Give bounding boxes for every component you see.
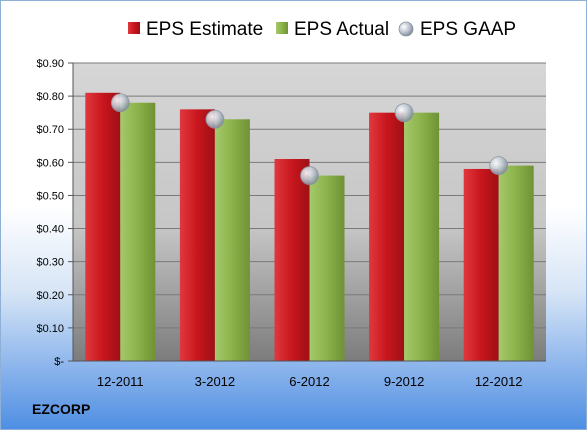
legend-swatch xyxy=(276,22,288,34)
legend-label: EPS GAAP xyxy=(420,19,516,40)
y-tick-label: $0.70 xyxy=(36,124,64,136)
estimate-bar xyxy=(179,109,215,361)
y-tick-label: $0.10 xyxy=(36,323,64,335)
gaap-marker xyxy=(205,109,225,129)
estimate-bar xyxy=(463,168,499,361)
actual-bar xyxy=(498,165,534,361)
y-tick-label: $0.30 xyxy=(36,257,64,269)
y-tick-label: $- xyxy=(54,356,64,368)
x-tick-label: 3-2012 xyxy=(195,374,235,389)
y-tick-label: $0.80 xyxy=(36,91,64,103)
actual-bar xyxy=(404,112,440,362)
y-tick-label: $0.60 xyxy=(36,157,64,169)
actual-bar xyxy=(120,102,156,361)
y-axis-ticks: $- $0.10 $0.20 $0.30 $0.40 $0.50 $0.60 $0.70 $0.… xyxy=(36,58,546,368)
y-tick-label: $0.20 xyxy=(36,290,64,302)
legend-item: EPS Actual xyxy=(276,19,389,40)
legend-label: EPS Actual xyxy=(294,19,389,40)
x-tick-label: 12-2011 xyxy=(97,374,144,389)
actual-bar xyxy=(214,119,250,362)
actual-bar xyxy=(309,175,345,361)
estimate-bar xyxy=(85,92,121,362)
legend: EPS Estimate EPS Actual EPS GAAP xyxy=(128,19,516,40)
legend-swatch xyxy=(128,22,140,34)
company-label: EZCORP xyxy=(32,401,91,417)
estimate-bar xyxy=(274,159,310,361)
legend-swatch xyxy=(398,21,414,37)
x-tick-label: 12-2012 xyxy=(475,374,523,389)
x-axis-ticks: 12-2011 3-2012 6-2012 9-2012 12-2012 xyxy=(97,374,523,389)
gaap-marker xyxy=(300,166,319,185)
bars xyxy=(85,92,534,362)
y-tick-label: $0.90 xyxy=(36,58,64,70)
y-tick-label: $0.50 xyxy=(36,190,64,202)
gaap-markers xyxy=(110,93,509,185)
gaap-marker xyxy=(489,156,509,176)
gaap-marker xyxy=(394,103,414,123)
x-tick-label: 6-2012 xyxy=(289,374,329,389)
gaap-marker xyxy=(110,93,130,113)
legend-label: EPS Estimate xyxy=(146,19,263,40)
y-tick-label: $0.40 xyxy=(36,224,64,236)
legend-item: EPS GAAP xyxy=(398,19,516,40)
estimate-bar xyxy=(369,112,405,362)
legend-item: EPS Estimate xyxy=(128,19,263,40)
x-tick-label: 9-2012 xyxy=(384,374,424,389)
